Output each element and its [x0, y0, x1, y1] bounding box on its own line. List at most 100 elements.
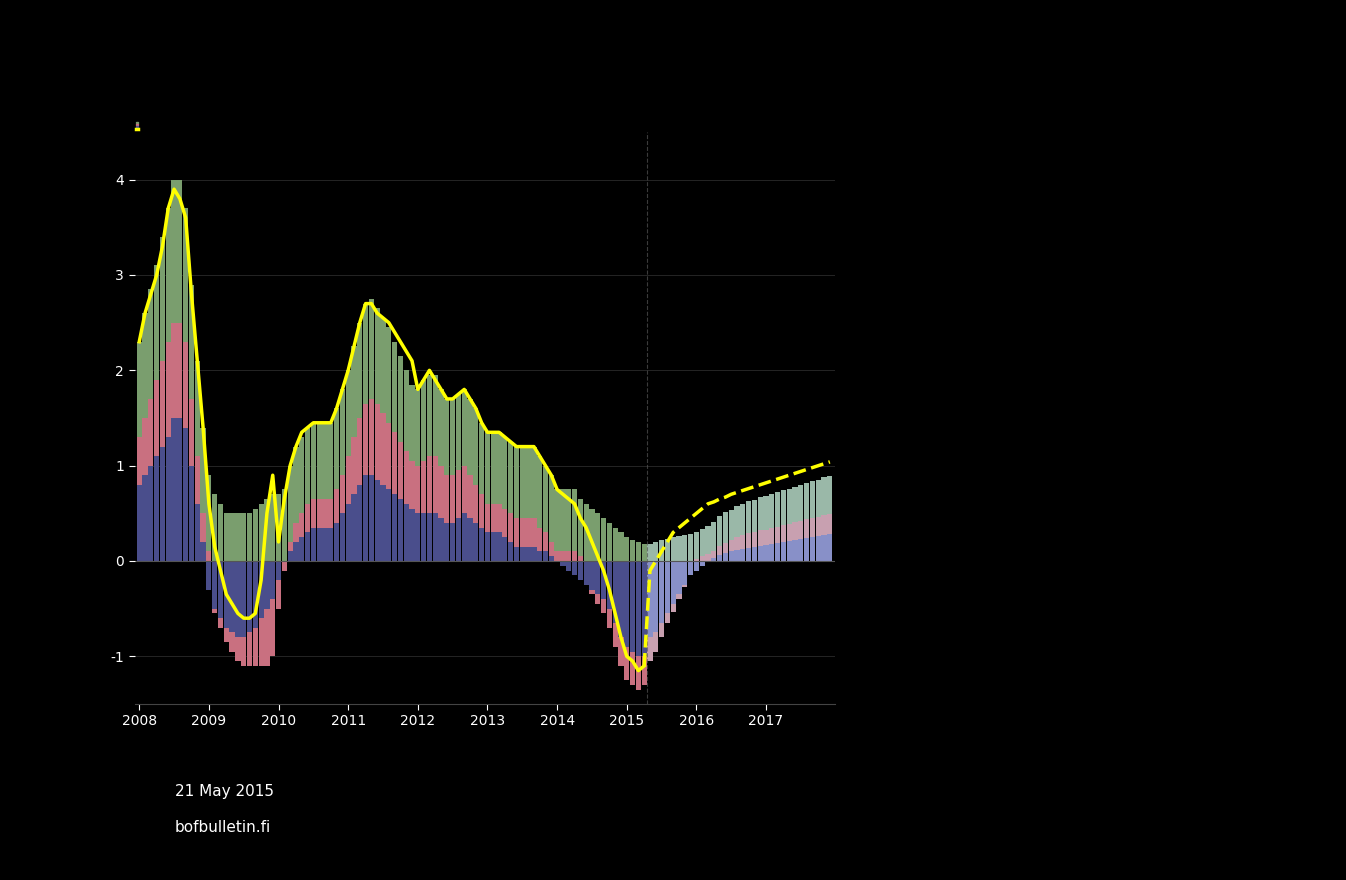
Bar	[491, 532, 495, 561]
Bar	[293, 446, 299, 523]
Bar	[607, 523, 612, 561]
Bar	[386, 489, 392, 561]
Bar	[485, 503, 490, 532]
Bar	[236, 637, 241, 661]
Bar	[229, 513, 234, 561]
Bar	[148, 290, 153, 399]
Bar	[618, 637, 623, 666]
Bar	[409, 385, 415, 461]
Bar	[688, 561, 693, 576]
Bar	[688, 534, 693, 561]
Bar	[409, 461, 415, 509]
Bar	[218, 503, 223, 561]
Legend: Services, Food & energy, Core, HICP: Services, Food & energy, Core, HICP	[136, 121, 149, 130]
Bar	[485, 432, 490, 503]
Bar	[258, 618, 264, 666]
Bar	[218, 561, 223, 618]
Bar	[153, 380, 159, 456]
Bar	[421, 513, 427, 561]
Bar	[804, 538, 809, 561]
Bar	[363, 304, 369, 404]
Bar	[456, 394, 462, 471]
Bar	[728, 552, 734, 561]
Bar	[195, 456, 201, 503]
Bar	[253, 561, 258, 627]
Bar	[264, 609, 269, 666]
Bar	[595, 594, 600, 604]
Bar	[555, 489, 560, 552]
Bar	[560, 552, 565, 561]
Bar	[758, 497, 763, 531]
Bar	[334, 523, 339, 561]
Bar	[334, 489, 339, 523]
Bar	[160, 361, 166, 446]
Bar	[474, 523, 478, 561]
Bar	[201, 428, 206, 513]
Bar	[160, 237, 166, 361]
Bar	[642, 544, 647, 561]
Bar	[316, 528, 322, 561]
Bar	[816, 536, 821, 561]
Bar	[781, 542, 786, 561]
Bar	[728, 510, 734, 540]
Bar	[758, 546, 763, 561]
Bar	[281, 489, 287, 561]
Bar	[311, 422, 316, 499]
Bar	[166, 437, 171, 561]
Bar	[635, 542, 641, 561]
Bar	[682, 535, 688, 561]
Bar	[723, 512, 728, 543]
Bar	[311, 528, 316, 561]
Bar	[166, 209, 171, 341]
Bar	[153, 266, 159, 380]
Bar	[532, 546, 537, 561]
Bar	[677, 594, 681, 599]
Bar	[653, 561, 658, 633]
Bar	[363, 475, 369, 561]
Bar	[793, 487, 798, 522]
Bar	[520, 518, 525, 546]
Text: bofbulletin.fi: bofbulletin.fi	[175, 819, 272, 834]
Bar	[828, 476, 832, 514]
Bar	[450, 523, 455, 561]
Bar	[485, 532, 490, 561]
Bar	[351, 347, 357, 437]
Bar	[166, 341, 171, 437]
Bar	[682, 561, 688, 585]
Bar	[293, 523, 299, 542]
Bar	[549, 542, 555, 556]
Bar	[525, 446, 530, 518]
Bar	[316, 499, 322, 528]
Bar	[444, 475, 450, 523]
Bar	[723, 543, 728, 554]
Bar	[229, 561, 234, 633]
Bar	[502, 437, 507, 509]
Bar	[763, 530, 769, 545]
Bar	[816, 517, 821, 536]
Bar	[497, 432, 502, 503]
Bar	[246, 561, 252, 633]
Bar	[386, 327, 392, 422]
Bar	[258, 561, 264, 618]
Bar	[740, 535, 746, 548]
Bar	[415, 389, 420, 466]
Bar	[491, 432, 495, 503]
Bar	[507, 542, 513, 561]
Bar	[188, 399, 194, 466]
Bar	[264, 499, 269, 561]
Bar	[148, 399, 153, 466]
Bar	[781, 524, 786, 542]
Bar	[502, 537, 507, 561]
Bar	[798, 521, 804, 539]
Bar	[357, 323, 362, 418]
Bar	[143, 418, 148, 475]
Bar	[392, 495, 397, 561]
Bar	[560, 561, 565, 566]
Bar	[693, 559, 699, 561]
Bar	[195, 361, 201, 456]
Bar	[386, 422, 392, 489]
Bar	[236, 513, 241, 561]
Bar	[213, 609, 217, 613]
Bar	[206, 552, 211, 561]
Bar	[525, 546, 530, 561]
